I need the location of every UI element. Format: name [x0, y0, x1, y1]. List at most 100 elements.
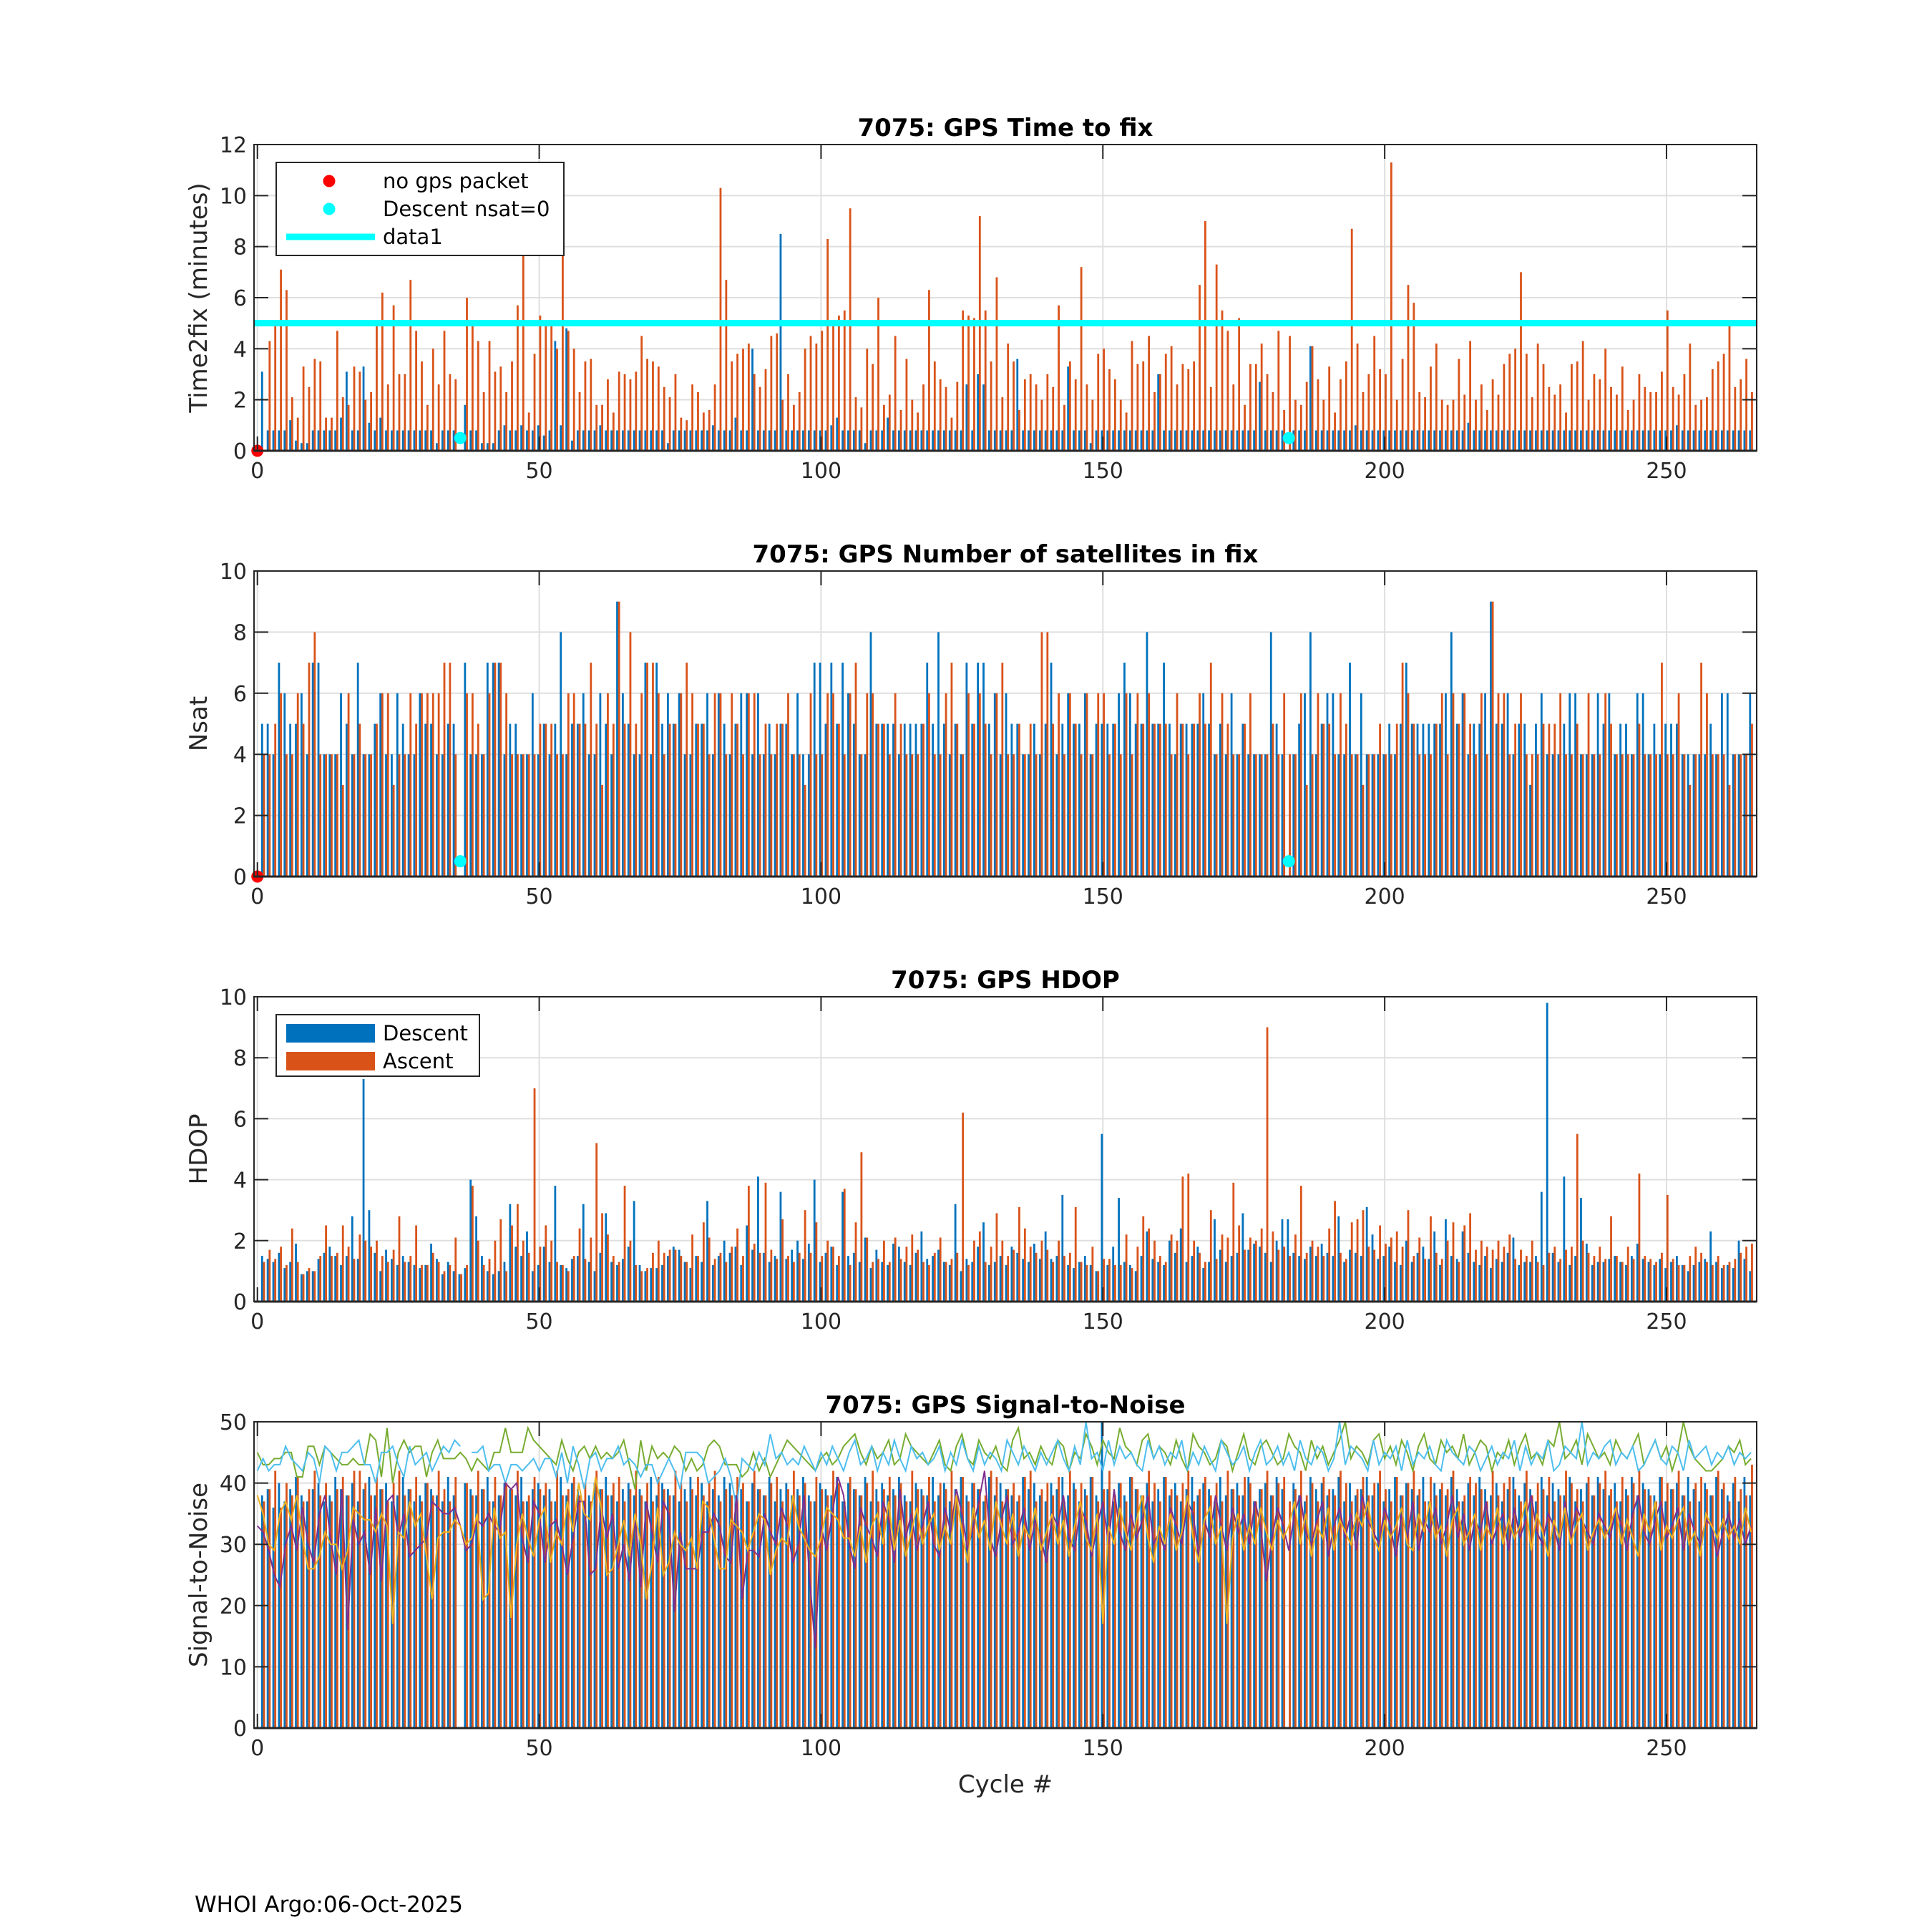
bar-descent-26	[401, 430, 404, 451]
bar-descent-131	[993, 693, 996, 877]
bar-descent-227	[1535, 723, 1537, 877]
bar-ascent-42	[494, 663, 497, 877]
bar-ascent-238	[1599, 1483, 1601, 1728]
bar-ascent-47	[522, 1240, 525, 1302]
bar-ascent-93	[781, 399, 784, 451]
bar-descent-120	[932, 1256, 935, 1302]
bar-descent-97	[802, 754, 804, 877]
bar-descent-248	[1653, 1495, 1656, 1728]
bar-ascent-242	[1621, 366, 1624, 451]
bar-ascent-203	[1401, 358, 1404, 451]
bar-ascent-256	[1700, 1252, 1702, 1302]
bar-ascent-180	[1272, 1231, 1274, 1302]
bar-ascent-204	[1407, 1483, 1410, 1728]
bar-ascent-104	[843, 310, 846, 451]
bar-ascent-135	[1018, 1206, 1020, 1302]
bar-descent-69	[644, 1271, 647, 1302]
bar-ascent-243	[1626, 409, 1629, 451]
bar-ascent-131	[995, 1477, 998, 1728]
bar-ascent-141	[1052, 723, 1055, 877]
bar-descent-130	[987, 1264, 990, 1302]
bar-descent-185	[1298, 1256, 1301, 1302]
bar-descent-109	[869, 632, 872, 877]
bar-descent-238	[1596, 1262, 1599, 1302]
bar-ascent-227	[1536, 1262, 1539, 1302]
bar-ascent-137	[1029, 374, 1032, 451]
bar-descent-244	[1630, 1256, 1633, 1302]
bar-descent-141	[1050, 1483, 1053, 1728]
bar-descent-202	[1394, 1262, 1396, 1302]
bar-ascent-38	[471, 1495, 474, 1728]
bar-descent-194	[1349, 663, 1351, 877]
bar-descent-113	[892, 723, 894, 877]
bar-descent-30	[424, 723, 427, 877]
bar-descent-250	[1664, 1268, 1667, 1302]
bar-descent-59	[587, 1495, 590, 1728]
bar-ascent-201	[1390, 1501, 1392, 1728]
bar-ascent-116	[911, 1470, 914, 1728]
bar-descent-201	[1388, 1489, 1391, 1728]
bar-descent-161	[1163, 663, 1165, 877]
bar-descent-179	[1264, 754, 1267, 877]
bar-descent-92	[774, 1256, 776, 1302]
bar-descent-203	[1400, 430, 1402, 451]
bar-descent-152	[1112, 1501, 1115, 1728]
bar-ascent-58	[584, 361, 587, 451]
bar-descent-224	[1518, 1264, 1521, 1302]
bar-ascent-46	[517, 1204, 519, 1302]
bar-ascent-56	[572, 1256, 575, 1302]
x-tick-label: 150	[1083, 1736, 1123, 1761]
y-axis-label: Signal-to-Noise	[185, 1483, 213, 1667]
bar-descent-194	[1349, 1483, 1351, 1728]
bar-descent-178	[1259, 381, 1261, 451]
bar-descent-13	[328, 754, 331, 877]
bar-ascent-186	[1305, 381, 1308, 451]
bar-descent-218	[1484, 1256, 1486, 1302]
bar-ascent-64	[618, 601, 620, 877]
bar-descent-210	[1439, 1264, 1441, 1302]
bar-ascent-23	[386, 384, 389, 451]
snr-line-1	[256, 1421, 1752, 1490]
bar-ascent-13	[331, 1256, 333, 1302]
bar-descent-128	[977, 663, 980, 877]
bar-ascent-84	[731, 693, 733, 877]
bar-descent-104	[841, 430, 844, 451]
bar-ascent-89	[758, 1489, 761, 1728]
bar-ascent-127	[973, 1240, 975, 1302]
bar-ascent-166	[1193, 1501, 1196, 1728]
bar-ascent-110	[877, 723, 879, 877]
bar-ascent-246	[1644, 1489, 1646, 1728]
bar-descent-158	[1146, 1483, 1148, 1728]
bar-ascent-199	[1379, 1470, 1381, 1728]
bar-descent-193	[1343, 430, 1346, 451]
bar-descent-99	[813, 1179, 816, 1302]
bar-descent-48	[526, 1501, 528, 1728]
bar-descent-195	[1354, 425, 1357, 451]
bar-descent-79	[701, 430, 703, 451]
bar-descent-192	[1337, 1216, 1340, 1302]
bar-ascent-39	[477, 723, 479, 877]
bar-descent-53	[554, 723, 557, 877]
bar-descent-115	[903, 430, 906, 451]
bar-ascent-14	[336, 331, 338, 451]
bar-descent-234	[1574, 430, 1576, 451]
bar-descent-221	[1501, 1262, 1503, 1302]
bar-ascent-109	[872, 364, 874, 451]
bar-descent-19	[362, 366, 365, 451]
bar-ascent-14	[336, 1489, 338, 1728]
bar-descent-158	[1146, 632, 1148, 877]
bar-ascent-175	[1244, 723, 1246, 877]
bar-descent-248	[1653, 723, 1656, 877]
bar-ascent-234	[1576, 1489, 1579, 1728]
bar-ascent-122	[945, 1262, 947, 1302]
bar-ascent-61	[601, 1213, 603, 1302]
bar-descent-10	[311, 663, 314, 877]
bar-descent-248	[1653, 430, 1656, 451]
bar-ascent-45	[511, 361, 513, 451]
bar-ascent-67	[635, 723, 638, 877]
bar-descent-51	[542, 1246, 545, 1302]
bar-descent-72	[661, 1483, 663, 1728]
bar-ascent-63	[612, 723, 615, 877]
bar-descent-241	[1614, 1256, 1616, 1302]
bar-ascent-212	[1452, 1470, 1455, 1728]
